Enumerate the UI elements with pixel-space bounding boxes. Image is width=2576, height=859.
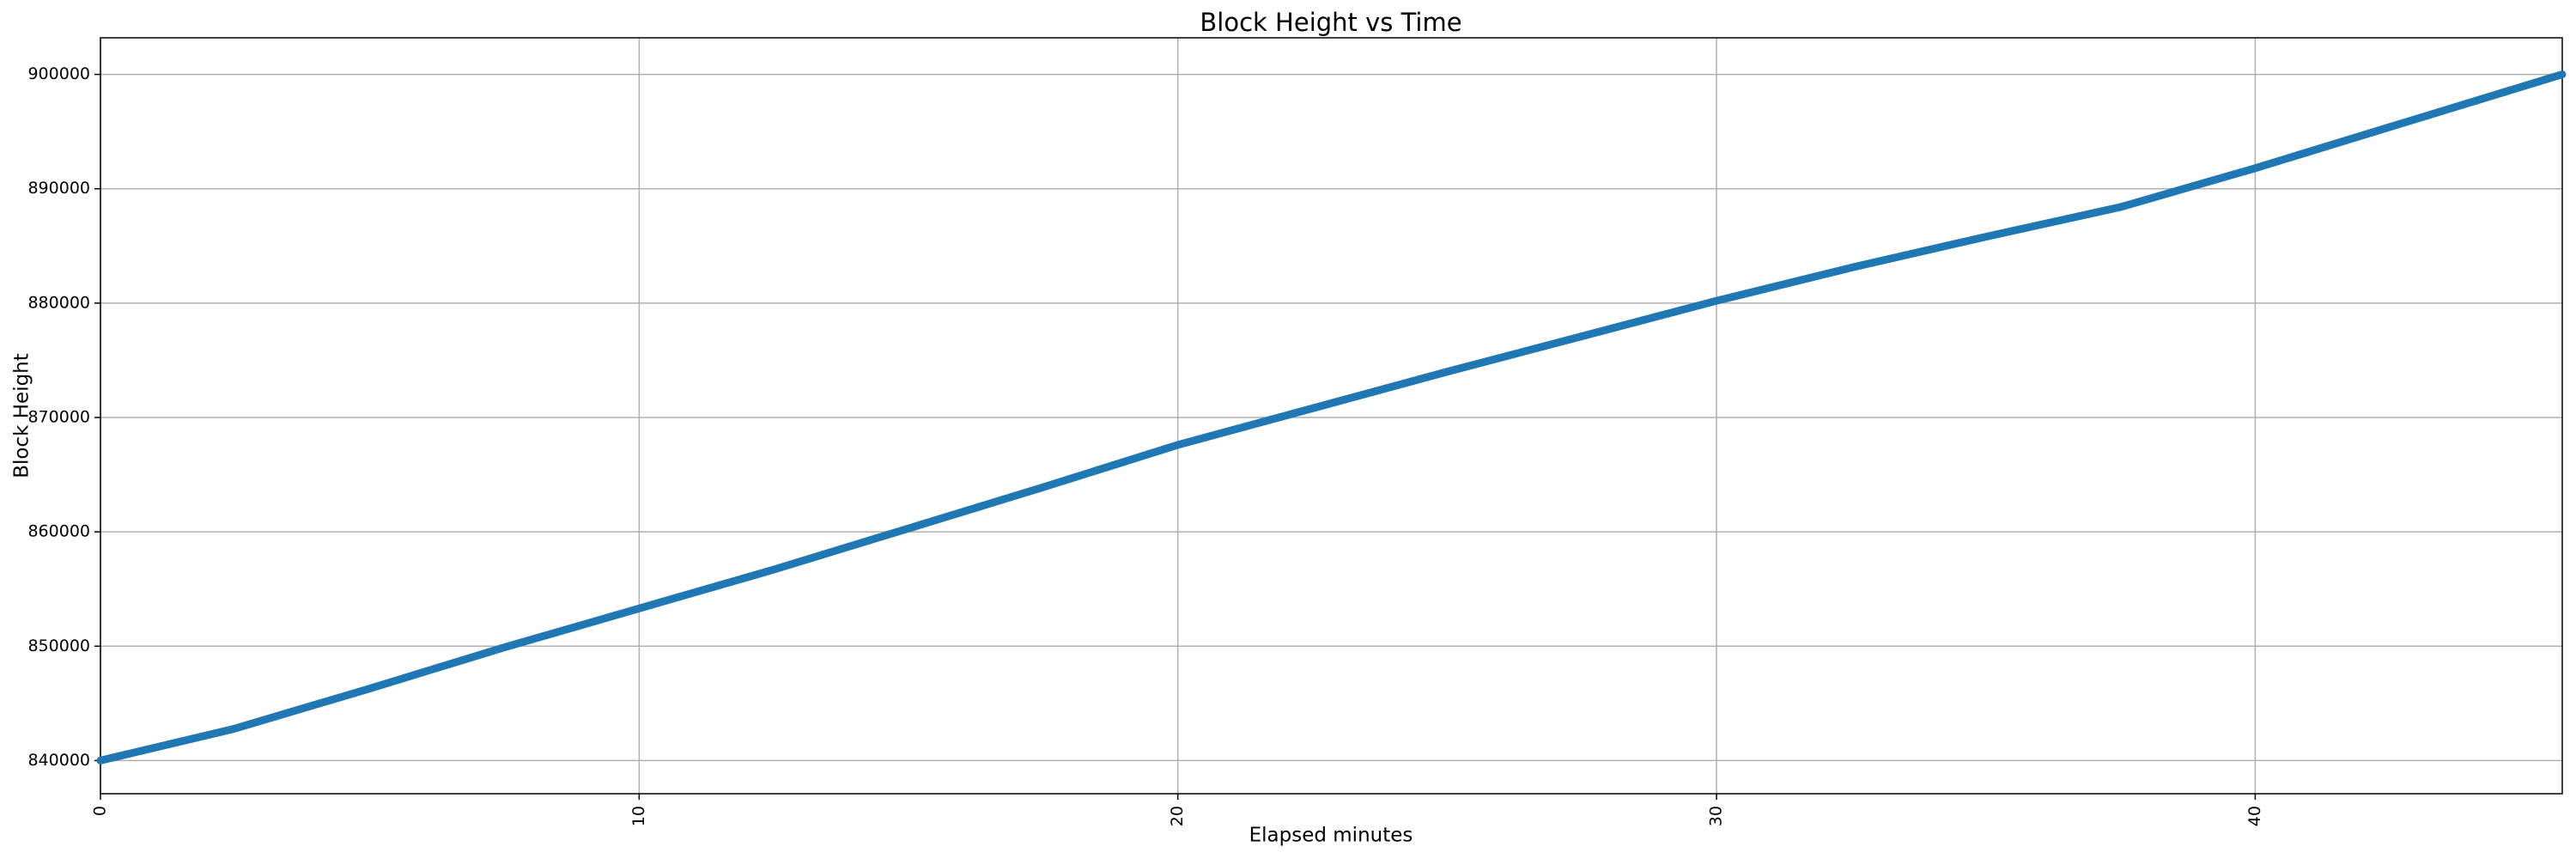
- x-tick-label: 0: [91, 806, 110, 816]
- x-tick-label: 10: [629, 806, 648, 826]
- x-tick-label: 20: [1168, 806, 1187, 826]
- y-tick-label: 880000: [27, 293, 90, 312]
- x-tick-label: 40: [2245, 806, 2264, 826]
- chart-title: Block Height vs Time: [1200, 8, 1461, 37]
- y-tick-label: 900000: [27, 64, 90, 83]
- plot-frame: [100, 37, 2563, 795]
- y-tick-label: 840000: [27, 751, 90, 770]
- x-axis-label: Elapsed minutes: [1249, 825, 1413, 847]
- y-tick-label: 850000: [27, 637, 90, 655]
- y-tick-label: 870000: [27, 407, 90, 426]
- y-tick-label: 860000: [27, 522, 90, 541]
- y-axis-label: Block Height: [11, 353, 33, 478]
- data-line: [96, 70, 2567, 765]
- x-tick-label: 30: [1707, 806, 1726, 826]
- y-tick-label: 890000: [27, 179, 90, 198]
